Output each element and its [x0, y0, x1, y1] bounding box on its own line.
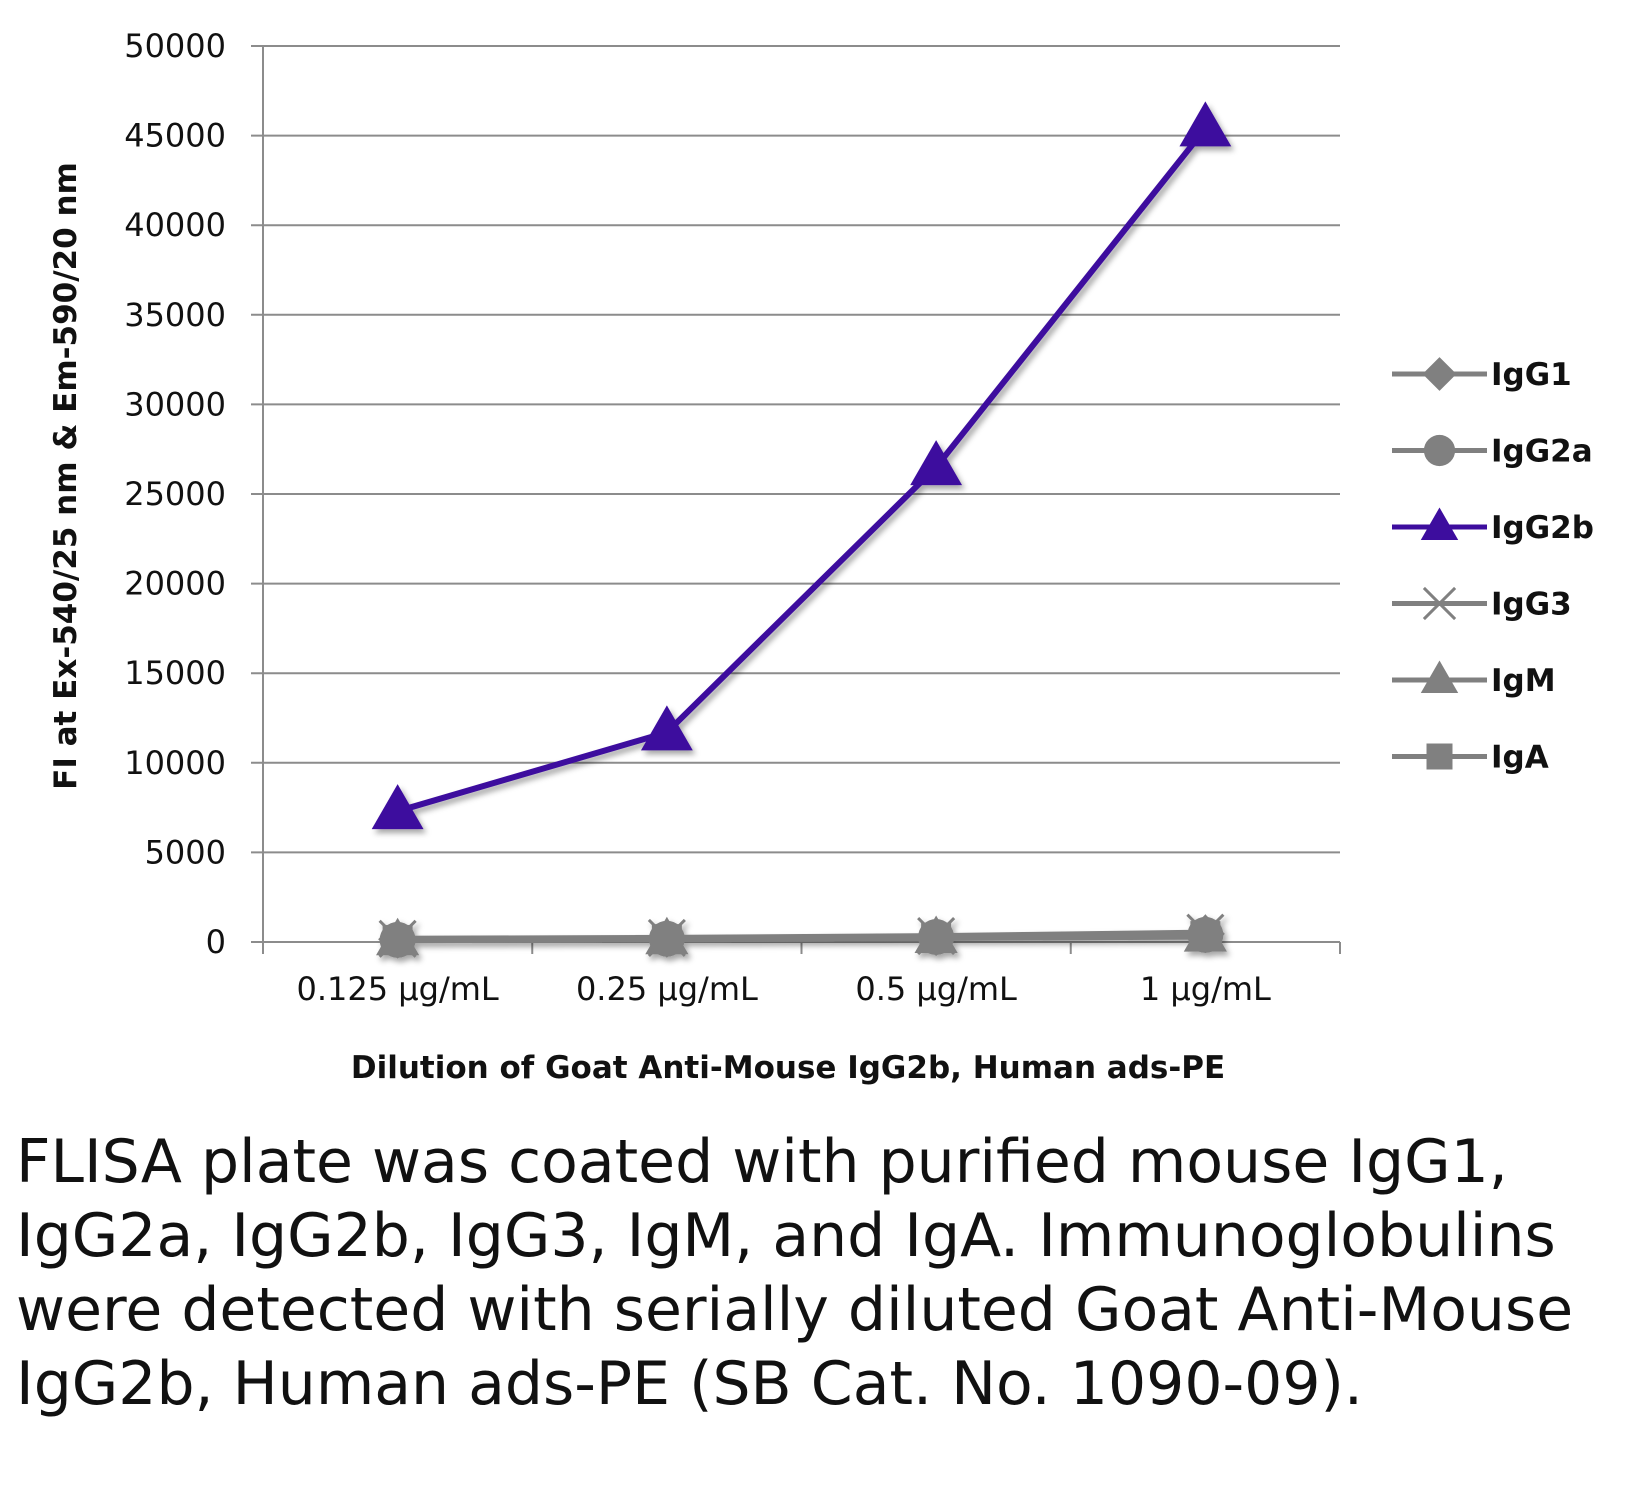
legend-label: IgA [1491, 740, 1549, 776]
legend-item-igg2b: IgG2b [1392, 507, 1594, 546]
data-point-igg2b [910, 440, 963, 486]
legend-item-igg2a: IgG2a [1392, 434, 1593, 470]
x-tick-label: 0.25 µg/mL [576, 970, 758, 1008]
data-point-iga [1190, 921, 1221, 952]
legend-label: IgG2a [1491, 434, 1593, 470]
y-tick-label: 25000 [124, 475, 226, 513]
legend-item-iga: IgA [1392, 740, 1549, 776]
y-tick-label: 5000 [145, 833, 226, 871]
axes [262, 46, 1341, 954]
legend-marker-igg2b [1420, 507, 1459, 540]
legend-label: IgM [1491, 663, 1556, 699]
series-line-igg2b [396, 126, 1208, 815]
legend-marker-igg1 [1422, 357, 1457, 391]
data-point-iga [382, 925, 413, 956]
y-tick-label: 45000 [124, 117, 226, 155]
data-point-iga [651, 924, 682, 955]
legend-marker-iga [1426, 743, 1453, 770]
series-line-iga [397, 933, 1206, 944]
legend: IgG1 IgG2a IgG2b IgG3 IgM IgA [1392, 357, 1594, 776]
series-igg2b [371, 101, 1232, 830]
line-chart: 0 5000 10000 15000 20000 25000 30000 35000 40000… [48, 27, 1594, 1086]
x-axis-title: Dilution of Goat Anti-Mouse IgG2b, Human… [351, 1050, 1225, 1086]
y-tick-label: 0 [206, 923, 226, 961]
legend-label: IgG2b [1491, 510, 1594, 546]
y-tick-label: 50000 [124, 27, 226, 65]
x-tick-labels: 0.125 µg/mL 0.25 µg/mL 0.5 µg/mL 1 µg/mL [297, 970, 1272, 1008]
legend-item-igm: IgM [1392, 660, 1556, 699]
figure-caption: FLISA plate was coated with purified mou… [16, 1127, 1574, 1419]
legend-marker-igg2a [1423, 434, 1456, 467]
x-tick-label: 0.5 µg/mL [855, 970, 1017, 1008]
y-tick-label: 20000 [124, 565, 226, 603]
legend-label: IgG1 [1491, 357, 1572, 393]
x-tick-label: 1 µg/mL [1140, 970, 1271, 1008]
y-tick-label: 40000 [124, 206, 226, 244]
data-point-igg2b [371, 784, 424, 830]
legend-label: IgG3 [1491, 587, 1572, 623]
data-point-igg2b [640, 705, 693, 751]
legend-item-igg1: IgG1 [1392, 357, 1572, 393]
y-tick-label: 35000 [124, 296, 226, 334]
data-point-igg2b [1179, 101, 1232, 147]
series-lines [371, 101, 1232, 959]
gridlines [251, 45, 1340, 943]
y-tick-labels: 0 5000 10000 15000 20000 25000 30000 35000 40000… [124, 27, 226, 961]
data-point-iga [921, 922, 952, 953]
series-iga [382, 921, 1221, 956]
y-tick-label: 30000 [124, 385, 226, 423]
y-tick-label: 15000 [124, 654, 226, 692]
y-tick-label: 10000 [124, 744, 226, 782]
x-tick-label: 0.125 µg/mL [297, 970, 499, 1008]
legend-marker-igg3 [1422, 586, 1457, 621]
y-axis-title: FI at Ex-540/25 nm & Em-590/20 nm [48, 162, 84, 790]
legend-item-igg3: IgG3 [1392, 587, 1572, 623]
legend-marker-igm [1420, 660, 1459, 693]
